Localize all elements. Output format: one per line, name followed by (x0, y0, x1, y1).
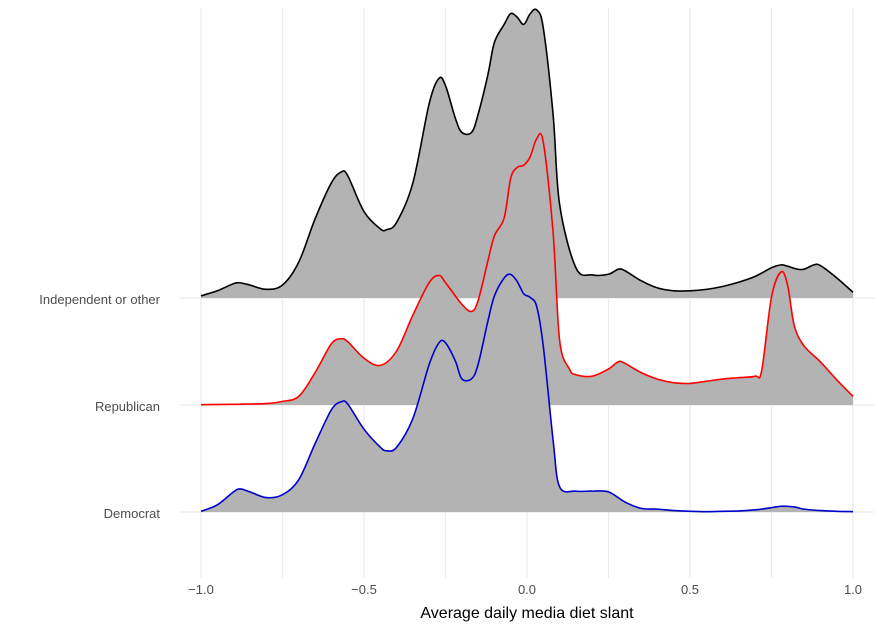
x-tick-label: 0.5 (681, 582, 699, 597)
y-tick-label-republican: Republican (95, 399, 160, 414)
ridge-republican (200, 132, 854, 406)
ridges (200, 8, 854, 513)
y-tick-label-independent: Independent or other (39, 292, 160, 307)
ridge-democrat (200, 273, 854, 513)
density-line (200, 8, 854, 297)
x-axis-tick-labels: −1.0 −0.5 0.0 0.5 1.0 (188, 582, 862, 597)
x-tick-label: −0.5 (351, 582, 377, 597)
density-area (201, 133, 853, 406)
ridge-independent-or-other (200, 8, 854, 298)
x-axis-title: Average daily media diet slant (420, 605, 634, 622)
y-tick-label-democrat: Democrat (104, 506, 161, 521)
x-tick-label: 0.0 (518, 582, 536, 597)
y-axis-tick-labels: Democrat Republican Independent or other (39, 292, 160, 521)
density-line (200, 273, 854, 513)
density-line (200, 132, 854, 406)
x-tick-label: −1.0 (188, 582, 214, 597)
density-area (201, 9, 853, 298)
x-tick-label: 1.0 (844, 582, 862, 597)
density-area (201, 274, 853, 512)
